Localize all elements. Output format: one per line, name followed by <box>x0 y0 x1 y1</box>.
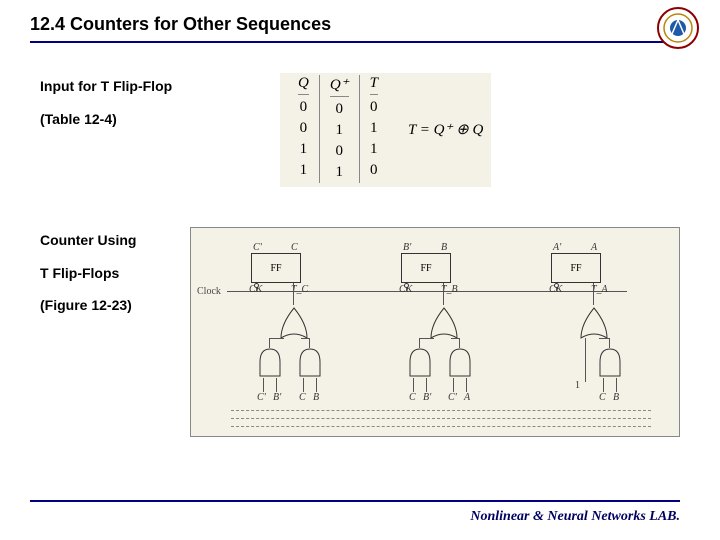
truth-table: Q 0 0 1 1 Q⁺ 0 1 0 1 T 0 1 1 <box>280 73 491 187</box>
signal-c-prime-1: C' <box>257 392 266 403</box>
signal-c-1: C <box>299 392 306 403</box>
tt-cell: 0 <box>330 141 349 162</box>
tt-cell: 1 <box>370 118 378 139</box>
tt-header-q: Q <box>298 75 309 95</box>
flipflop-c: FF <box>251 253 301 283</box>
signal-c-2: C <box>409 392 416 403</box>
tt-cell: 0 <box>298 118 309 139</box>
bus-line <box>231 418 651 419</box>
signal-b-2: B <box>613 392 619 403</box>
flipflop-b: FF <box>401 253 451 283</box>
signal-b-prime-2: B' <box>423 392 431 403</box>
table-label-block: Input for T Flip-Flop (Table 12-4) <box>40 73 220 138</box>
tt-cell: 1 <box>298 139 309 160</box>
signal-1: 1 <box>575 380 580 391</box>
figure-label-1: Counter Using <box>40 227 190 254</box>
bus-line <box>231 426 651 427</box>
ff3-out: A <box>591 242 597 253</box>
signal-c-prime-2: C' <box>448 392 457 403</box>
and-gate-5 <box>597 346 623 378</box>
ff1-out: C <box>291 242 298 253</box>
table-label-1: Input for T Flip-Flop <box>40 73 220 100</box>
ff2-out-n: B' <box>403 242 411 253</box>
signal-b-prime-1: B' <box>273 392 281 403</box>
table-label-2: (Table 12-4) <box>40 106 220 133</box>
truth-table-formula: T = Q⁺ ⊕ Q <box>408 120 483 139</box>
ff3-out-n: A' <box>553 242 561 253</box>
signal-a-1: A <box>464 392 470 403</box>
and-gate-3 <box>407 346 433 378</box>
or-gate-ta <box>577 304 611 340</box>
tt-cell: 0 <box>370 160 378 181</box>
figure-label-block: Counter Using T Flip-Flops (Figure 12-23… <box>40 227 190 437</box>
and-gate-2 <box>297 346 323 378</box>
footer-divider <box>30 500 680 502</box>
flipflop-a: FF <box>551 253 601 283</box>
footer-lab-name: Nonlinear & Neural Networks LAB. <box>470 509 680 525</box>
or-gate-tc <box>277 304 311 340</box>
tt-cell: 1 <box>298 160 309 181</box>
signal-b-1: B <box>313 392 319 403</box>
tt-cell: 1 <box>330 120 349 141</box>
page-title: 12.4 Counters for Other Sequences <box>30 14 720 41</box>
and-gate-1 <box>257 346 283 378</box>
tt-cell: 1 <box>330 162 349 183</box>
tt-header-qplus: Q⁺ <box>330 75 349 97</box>
figure-label-3: (Figure 12-23) <box>40 292 190 319</box>
tt-cell: 0 <box>330 99 349 120</box>
ff1-out-n: C' <box>253 242 262 253</box>
circuit-diagram: Clock FF C' C CK T_C FF B' B CK T_B FF A… <box>190 227 680 437</box>
tt-cell: 0 <box>370 97 378 118</box>
bus-line <box>231 410 651 411</box>
ff2-out: B <box>441 242 447 253</box>
or-gate-tb <box>427 304 461 340</box>
and-gate-4 <box>447 346 473 378</box>
tt-header-t: T <box>370 75 378 95</box>
clock-label: Clock <box>197 286 221 297</box>
tt-cell: 0 <box>298 97 309 118</box>
tt-cell: 1 <box>370 139 378 160</box>
figure-label-2: T Flip-Flops <box>40 260 190 287</box>
signal-c-3: C <box>599 392 606 403</box>
